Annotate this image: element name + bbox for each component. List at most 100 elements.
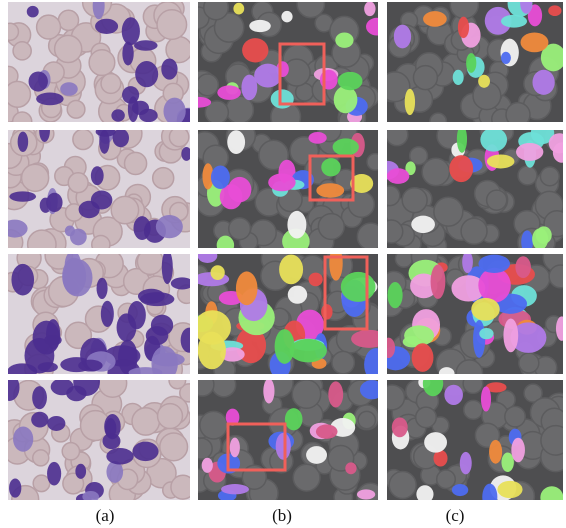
red-cell	[505, 406, 525, 426]
image-panel	[186, 245, 388, 381]
cell	[333, 138, 359, 155]
image-panel	[378, 243, 566, 386]
red-cell	[37, 15, 61, 39]
cell	[181, 147, 191, 161]
cell	[263, 379, 274, 404]
cell	[480, 128, 507, 152]
cell	[202, 458, 213, 473]
cell	[431, 264, 446, 299]
red-cell	[434, 197, 463, 226]
cell	[457, 125, 467, 153]
cell	[473, 320, 485, 358]
cell	[290, 339, 327, 362]
cell	[279, 254, 303, 284]
cell	[306, 446, 327, 464]
cell	[106, 448, 133, 464]
red-cell	[101, 74, 121, 94]
red-cell	[171, 475, 195, 499]
red-cell	[413, 66, 437, 90]
cell	[128, 301, 146, 329]
cell	[11, 264, 34, 296]
cell	[162, 250, 173, 284]
red-cell	[380, 186, 400, 206]
cell	[276, 433, 291, 460]
cell	[217, 85, 241, 99]
red-cell	[422, 158, 449, 185]
cell	[161, 58, 177, 79]
red-cell	[395, 250, 412, 267]
red-cell	[461, 218, 487, 244]
cell	[501, 52, 511, 64]
cell	[285, 408, 303, 430]
red-cell	[437, 470, 456, 489]
red-cell	[380, 385, 405, 410]
cell	[364, 348, 387, 381]
cell	[532, 228, 548, 250]
cell	[497, 481, 522, 498]
cell	[113, 129, 129, 148]
red-cell	[200, 411, 228, 439]
cell	[31, 412, 48, 428]
red-cell	[132, 408, 159, 435]
cell	[501, 452, 513, 472]
cell	[33, 321, 60, 355]
cell	[13, 426, 33, 451]
image-panel	[0, 117, 200, 259]
cell	[423, 11, 447, 27]
cell	[111, 109, 124, 121]
cell	[458, 17, 469, 38]
cell	[78, 360, 102, 372]
cell	[211, 265, 225, 280]
red-cell	[13, 112, 32, 131]
cell	[381, 346, 410, 370]
cell	[288, 286, 307, 304]
cell	[60, 82, 78, 96]
cell	[532, 70, 554, 95]
cell	[364, 1, 375, 16]
cell	[462, 251, 473, 273]
red-cell	[463, 374, 483, 394]
red-cell	[386, 124, 408, 146]
image-panel	[185, 0, 387, 132]
cell	[135, 61, 158, 87]
red-cell	[33, 450, 49, 466]
cell	[471, 298, 499, 321]
cell	[521, 32, 549, 52]
cell	[79, 201, 100, 218]
cell	[478, 255, 510, 273]
cell	[335, 32, 353, 47]
page: {"captions": ["(a)", "(b)", "(c)"]} (a) …	[0, 0, 566, 528]
image-panel	[380, 0, 566, 130]
cell	[236, 271, 258, 305]
cell	[388, 282, 403, 308]
red-cell	[191, 438, 212, 459]
cell	[63, 259, 93, 296]
red-cell	[73, 129, 93, 149]
cell	[47, 416, 65, 431]
red-cell	[380, 220, 403, 243]
cell	[146, 326, 169, 345]
cell	[152, 353, 185, 367]
red-cell	[197, 74, 219, 96]
cell	[95, 19, 118, 34]
red-cell	[204, 0, 229, 20]
cell	[360, 380, 384, 399]
cell	[230, 438, 240, 458]
image-panel	[0, 368, 198, 512]
red-cell	[519, 353, 539, 373]
red-cell	[402, 188, 427, 213]
cell	[287, 211, 306, 239]
cell	[268, 173, 295, 191]
red-cell	[55, 35, 82, 62]
red-cell	[68, 173, 88, 193]
cell	[140, 292, 174, 306]
cell	[249, 20, 271, 32]
cell	[501, 15, 527, 28]
red-cell	[137, 249, 163, 275]
cell	[97, 278, 108, 299]
red-cell	[92, 235, 110, 253]
cell	[221, 484, 249, 494]
cell	[0, 374, 20, 401]
cell	[134, 40, 158, 50]
cell	[328, 381, 343, 407]
